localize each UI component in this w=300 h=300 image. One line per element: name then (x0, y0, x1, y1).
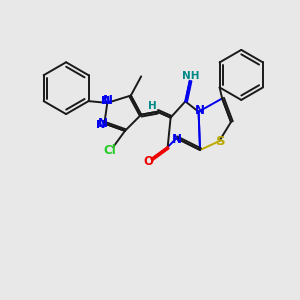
Text: N: N (172, 133, 182, 146)
Text: H: H (148, 101, 156, 111)
Text: O: O (143, 155, 154, 168)
Text: N: N (98, 117, 108, 130)
Text: NH: NH (182, 71, 200, 81)
Text: N: N (103, 94, 113, 107)
Text: N: N (96, 120, 106, 130)
Text: Cl: Cl (104, 144, 117, 157)
Text: N: N (195, 104, 205, 117)
Text: S: S (216, 135, 226, 148)
Text: N: N (101, 96, 110, 106)
